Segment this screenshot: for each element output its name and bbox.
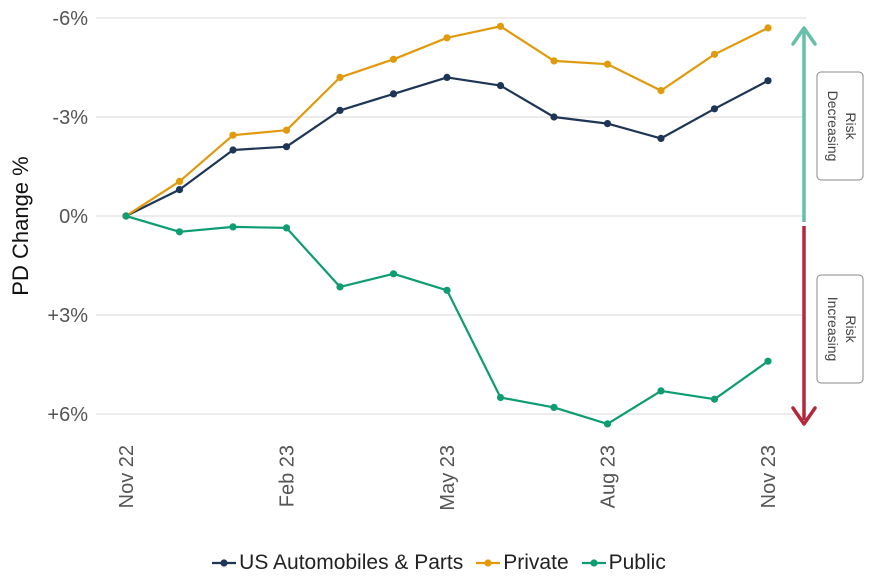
data-point <box>336 283 344 291</box>
series-2 <box>122 22 772 220</box>
legend-swatch <box>212 559 237 567</box>
x-axis-ticks: Nov 22 Feb 23 May 23 Aug 23 Nov 23 <box>116 445 780 511</box>
data-point <box>657 134 665 142</box>
data-point <box>496 82 505 90</box>
data-point <box>389 55 398 63</box>
data-point <box>443 286 451 294</box>
annotation-box <box>816 71 864 181</box>
series-1 <box>122 73 772 220</box>
series-line <box>125 25 769 217</box>
data-point <box>603 120 612 128</box>
legend-swatch <box>476 559 501 567</box>
x-tick-label: Nov 23 <box>758 445 780 508</box>
x-tick-label: May 23 <box>437 445 459 511</box>
annotation-line-1: Risk <box>843 315 859 343</box>
legend-label: US Automobiles & Parts <box>239 551 464 574</box>
data-point <box>282 126 291 134</box>
y-tick-label: +3% <box>47 305 88 327</box>
data-point <box>710 50 719 58</box>
data-point <box>282 224 291 232</box>
data-point <box>282 143 291 151</box>
x-tick-label: Nov 22 <box>116 445 138 508</box>
data-point <box>336 73 344 81</box>
y-axis-ticks: -6% -3% 0% +3% +6% <box>47 8 88 426</box>
data-point <box>710 105 719 113</box>
data-point <box>657 87 665 95</box>
data-point <box>550 403 558 411</box>
data-point <box>764 77 772 85</box>
data-point <box>603 60 612 68</box>
series-lines <box>122 22 772 428</box>
y-tick-label: -6% <box>52 8 88 30</box>
series-line <box>125 76 769 217</box>
annotation-line-1: Risk <box>843 112 859 140</box>
data-point <box>603 420 612 428</box>
y-axis-label: PD Change % <box>8 156 33 295</box>
annotation-line-2: Increasing <box>825 297 841 362</box>
data-point <box>443 73 451 81</box>
data-point <box>229 131 237 139</box>
data-point <box>175 177 184 185</box>
data-point <box>496 22 505 30</box>
data-point <box>496 393 505 402</box>
y-tick-label: 0% <box>59 206 88 228</box>
data-point <box>389 270 398 278</box>
data-point <box>122 212 130 220</box>
gridlines <box>96 17 806 415</box>
data-point <box>175 186 184 194</box>
data-point <box>710 395 719 403</box>
legend-item: Public <box>581 551 666 575</box>
data-point <box>550 57 558 65</box>
x-tick-label: Feb 23 <box>277 445 299 507</box>
data-point <box>336 106 344 114</box>
data-point <box>443 34 451 42</box>
arrow-up-icon <box>791 26 817 46</box>
data-point <box>657 387 665 395</box>
y-tick-label: +6% <box>47 404 88 426</box>
legend-swatch <box>581 559 606 567</box>
data-point <box>550 113 558 121</box>
series-line <box>125 214 769 425</box>
x-tick-label: Aug 23 <box>598 445 620 508</box>
arrow-down-icon <box>791 406 817 426</box>
legend-item: Private <box>475 551 569 575</box>
data-point <box>764 357 772 365</box>
data-point <box>764 24 772 32</box>
legend-label: Public <box>608 551 666 574</box>
annotation-line-2: Decreasing <box>825 91 841 162</box>
legend-item: US Automobiles & Parts <box>211 551 463 575</box>
annotation-box <box>816 274 864 384</box>
data-point <box>175 228 184 236</box>
data-point <box>389 90 398 98</box>
chart-legend: US Automobiles & Parts Private Public <box>0 548 877 578</box>
data-point <box>229 146 237 154</box>
legend-label: Private <box>503 551 569 574</box>
data-point <box>229 223 237 231</box>
series-3 <box>122 212 772 428</box>
y-tick-label: -3% <box>52 107 88 129</box>
